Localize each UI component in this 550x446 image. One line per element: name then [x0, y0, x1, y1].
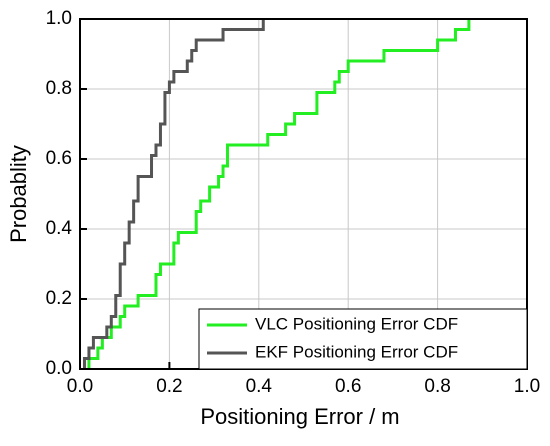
y-tick-label: 0.4 [46, 218, 73, 239]
y-tick-label: 0.6 [46, 148, 72, 169]
legend-label: EKF Positioning Error CDF [255, 342, 458, 361]
y-tick-label: 1.0 [46, 8, 72, 29]
cdf-line [82, 19, 265, 369]
y-tick-label: 0.0 [46, 358, 72, 379]
x-axis-title: Positioning Error / m [200, 404, 399, 429]
x-tick-label: 0.0 [67, 376, 93, 397]
x-tick-label: 0.8 [424, 376, 450, 397]
y-tick-label: 0.2 [46, 288, 72, 309]
y-axis-title: Probablity [6, 145, 31, 243]
legend-box [198, 308, 528, 370]
y-tick-label: 0.8 [46, 78, 72, 99]
x-tick-label: 0.6 [335, 376, 361, 397]
legend-label: VLC Positioning Error CDF [255, 314, 458, 333]
cdf-line [87, 19, 471, 369]
x-tick-label: 0.4 [246, 376, 273, 397]
x-tick-label: 0.2 [156, 376, 182, 397]
x-tick-label: 1.0 [514, 376, 540, 397]
